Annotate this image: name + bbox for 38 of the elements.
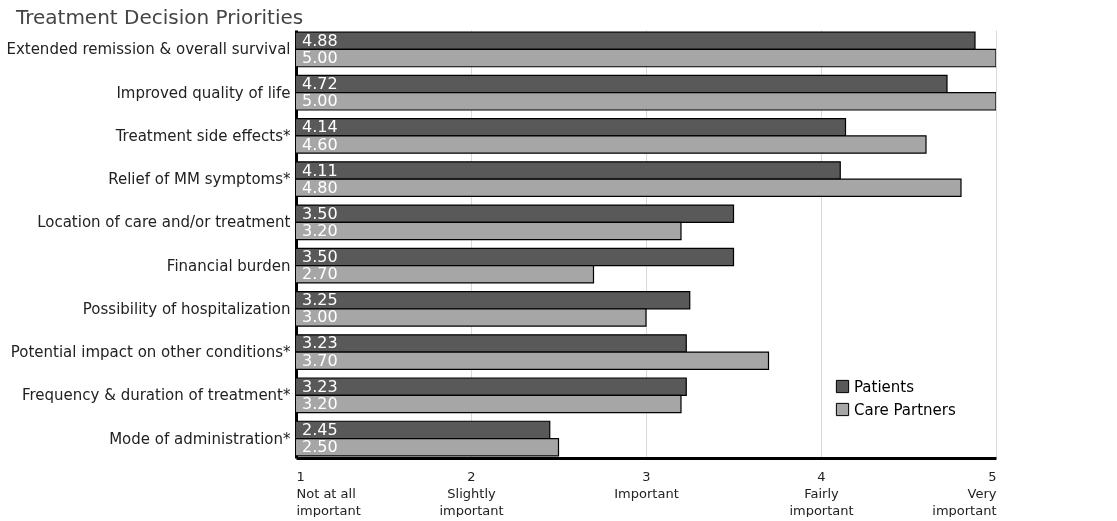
data-label: 4.14 — [302, 117, 338, 137]
data-label: 3.00 — [302, 307, 338, 327]
data-label: 2.70 — [302, 264, 338, 284]
data-label: 3.23 — [302, 333, 338, 353]
data-label: 3.50 — [302, 203, 338, 223]
y-tick-label: Frequency & duration of treatment* — [21, 386, 291, 405]
data-label: 4.72 — [302, 74, 338, 94]
x-tick-label: 5 Very important — [932, 468, 997, 518]
data-label: 2.45 — [302, 419, 338, 439]
y-tick-label: Treatment side effects* — [114, 126, 291, 145]
y-tick-label: Relief of MM symptoms* — [108, 170, 291, 189]
data-label: 3.20 — [302, 393, 338, 413]
data-label: 3.20 — [302, 221, 338, 241]
data-label: 3.25 — [302, 290, 338, 310]
y-tick-label: Potential impact on other conditions* — [10, 343, 291, 362]
x-tick-label: 1 Not at all important — [296, 468, 361, 518]
data-label: 2.50 — [302, 437, 338, 457]
data-label: 3.23 — [302, 376, 338, 396]
data-label: 4.88 — [302, 30, 338, 50]
data-label: 4.60 — [302, 134, 338, 154]
y-tick-label: Improved quality of life — [116, 83, 291, 102]
chart-title: Treatment Decision Priorities — [14, 5, 304, 29]
data-label: 5.00 — [302, 91, 338, 111]
x-tick-label: 3 Important — [614, 468, 679, 501]
data-label: 3.50 — [302, 246, 338, 266]
data-label: 4.80 — [302, 177, 338, 197]
y-tick-label: Location of care and/or treatment — [37, 213, 291, 232]
legend-label: Care Partners — [854, 400, 957, 419]
y-tick-label: Financial burden — [166, 256, 291, 275]
y-tick-label: Possibility of hospitalization — [82, 299, 291, 318]
data-label: 3.70 — [302, 350, 338, 370]
y-tick-label: Mode of administration* — [109, 429, 291, 448]
legend-label: Patients — [854, 377, 915, 396]
y-tick-label: Extended remission & overall survival — [6, 40, 291, 59]
x-tick-label: 2 Slightly important — [439, 468, 504, 518]
x-tick-label: 4 Fairly important — [789, 468, 854, 518]
data-label: 4.11 — [302, 160, 338, 180]
data-label: 5.00 — [302, 48, 338, 68]
